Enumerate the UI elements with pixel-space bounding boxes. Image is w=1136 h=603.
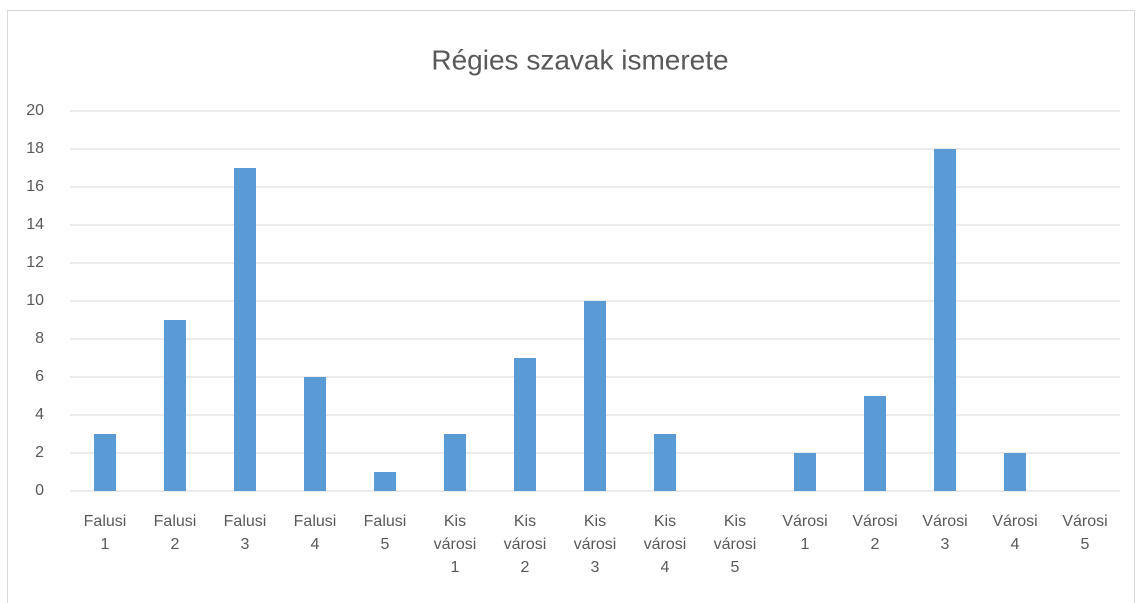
bar xyxy=(864,396,886,491)
y-tick-label: 18 xyxy=(26,140,44,157)
y-tick-label: 20 xyxy=(26,102,44,119)
y-tick-label: 14 xyxy=(26,216,44,233)
chart-title: Régies szavak ismerete xyxy=(431,44,728,75)
bar xyxy=(654,434,676,491)
y-tick-label: 10 xyxy=(26,292,44,309)
bar xyxy=(444,434,466,491)
bar xyxy=(514,358,536,491)
x-tick-label: Falusi 1 xyxy=(84,513,127,553)
y-tick-label: 6 xyxy=(35,368,44,385)
bar xyxy=(374,472,396,491)
y-tick-label: 12 xyxy=(26,254,44,271)
x-tick-label: Kis városi 3 xyxy=(574,513,617,576)
bar xyxy=(1004,453,1026,491)
x-tick-label: Falusi 4 xyxy=(294,513,337,553)
bar xyxy=(794,453,816,491)
y-tick-label: 2 xyxy=(35,444,44,461)
x-tick-label: Falusi 3 xyxy=(224,513,267,553)
x-tick-label: Kis városi 2 xyxy=(504,513,547,576)
bar xyxy=(94,434,116,491)
x-tick-label: Falusi 5 xyxy=(364,513,407,553)
x-tick-label: Városi 5 xyxy=(1062,513,1107,553)
bar xyxy=(934,149,956,491)
x-tick-label: Városi 2 xyxy=(852,513,897,553)
y-tick-label: 4 xyxy=(35,406,44,423)
x-tick-label: Városi 1 xyxy=(782,513,827,553)
x-tick-label: Kis városi 1 xyxy=(434,513,477,576)
x-tick-label: Kis városi 5 xyxy=(714,513,757,576)
bar xyxy=(304,377,326,491)
bar xyxy=(234,168,256,491)
x-tick-label: Kis városi 4 xyxy=(644,513,687,576)
x-tick-label: Városi 3 xyxy=(922,513,967,553)
bar xyxy=(164,320,186,491)
y-tick-label: 16 xyxy=(26,178,44,195)
x-tick-label: Falusi 2 xyxy=(154,513,197,553)
y-tick-label: 8 xyxy=(35,330,44,347)
bar xyxy=(584,301,606,491)
x-tick-label: Városi 4 xyxy=(992,513,1037,553)
y-tick-label: 0 xyxy=(35,482,44,499)
